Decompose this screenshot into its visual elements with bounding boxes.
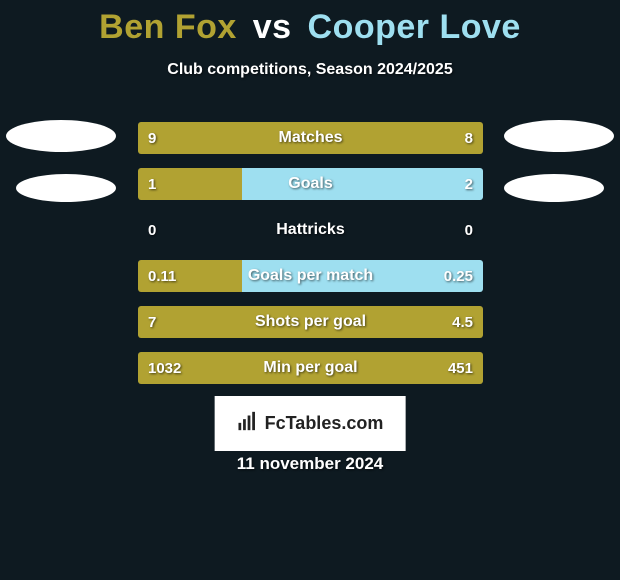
stat-fill-left bbox=[138, 260, 242, 292]
stats-bars: 98Matches 12Goals 0 0Hattricks 0.110.25Goals… bbox=[138, 122, 483, 398]
vs-text: vs bbox=[253, 8, 292, 46]
stat-fill-left bbox=[138, 306, 483, 338]
player2-photo-placeholder bbox=[504, 120, 614, 152]
stat-fill-left bbox=[138, 168, 242, 200]
player2-photo-placeholder-2 bbox=[504, 174, 604, 202]
date-stamp: 11 november 2024 bbox=[0, 454, 620, 474]
player2-name: Cooper Love bbox=[308, 8, 521, 46]
stat-label: Hattricks bbox=[138, 214, 483, 246]
brand-chart-icon bbox=[237, 410, 259, 437]
page-title: Ben Fox vs Cooper Love bbox=[0, 0, 620, 47]
stat-row: 0.110.25Goals per match bbox=[138, 260, 483, 292]
stat-fill-left bbox=[138, 122, 483, 154]
stat-value-right: 0 bbox=[465, 214, 473, 246]
stat-row: 74.5Shots per goal bbox=[138, 306, 483, 338]
stat-row: 1032451Min per goal bbox=[138, 352, 483, 384]
stat-fill-left bbox=[138, 352, 483, 384]
stat-row: 98Matches bbox=[138, 122, 483, 154]
brand-text: FcTables.com bbox=[265, 413, 384, 434]
subtitle: Club competitions, Season 2024/2025 bbox=[0, 61, 620, 79]
player1-name: Ben Fox bbox=[99, 8, 237, 46]
player1-photo-placeholder-2 bbox=[16, 174, 116, 202]
stat-fill-right bbox=[242, 260, 484, 292]
player1-photo-placeholder bbox=[6, 120, 116, 152]
stat-row: 12Goals bbox=[138, 168, 483, 200]
brand-badge: FcTables.com bbox=[215, 396, 406, 451]
stat-row: 0 0Hattricks bbox=[138, 214, 483, 246]
stat-fill-right bbox=[242, 168, 484, 200]
stat-value-left: 0 bbox=[148, 214, 156, 246]
